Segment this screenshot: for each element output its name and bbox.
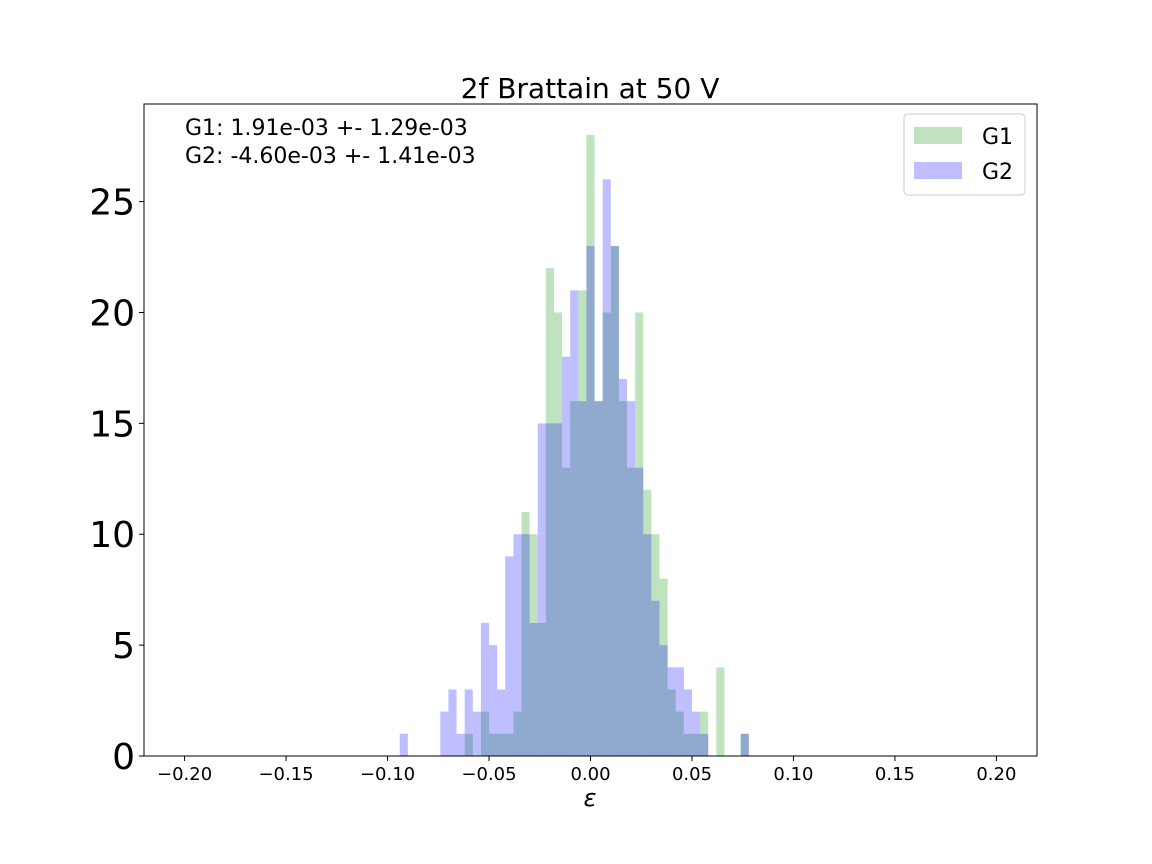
bar-g1-11 — [553, 312, 563, 756]
bar-g1-29 — [700, 711, 709, 756]
bar-g2-25 — [602, 179, 611, 756]
bar-g1-8 — [529, 534, 538, 756]
bar-g1-9 — [537, 622, 546, 756]
y-tick-label: 5 — [112, 626, 135, 667]
bar-g2-14 — [513, 534, 522, 756]
bar-g1-4 — [497, 733, 506, 756]
y-tick-label: 0 — [112, 737, 135, 778]
bar-g2-30 — [643, 534, 652, 756]
bar-g1-5 — [505, 733, 514, 756]
y-tick-label: 15 — [89, 404, 135, 445]
bar-g1-17 — [602, 312, 611, 756]
bar-g1-16 — [594, 401, 603, 756]
bar-g2-12 — [497, 689, 506, 756]
bar-g2-7 — [456, 733, 465, 756]
bar-g1-2 — [480, 711, 490, 756]
bar-g2-34 — [675, 667, 684, 756]
bar-g1-28 — [691, 733, 701, 756]
bar-g1-31 — [716, 667, 725, 756]
bar-g2-16 — [529, 622, 538, 756]
bar-g1-14 — [578, 290, 587, 756]
bar-g2-20 — [562, 356, 571, 756]
bar-g1-0 — [464, 733, 473, 756]
x-tick-label: 0.15 — [875, 764, 915, 785]
annotation-g1: G1: 1.91e-03 +- 1.29e-03 — [185, 116, 468, 141]
bar-g1-7 — [521, 512, 530, 756]
bar-g1-20 — [627, 467, 636, 756]
bar-g2-17 — [537, 423, 546, 756]
annotation-g2: G2: -4.60e-03 +- 1.41e-03 — [185, 144, 476, 169]
y-tick-label: 25 — [89, 183, 135, 224]
bar-g2-22 — [578, 401, 587, 756]
legend-label-g1: G1 — [982, 125, 1013, 150]
chart-title: 2f Brattain at 50 V — [461, 72, 720, 105]
bar-g2-37 — [700, 733, 709, 756]
x-tick-label: −0.10 — [360, 764, 415, 785]
legend-label-g2: G2 — [982, 160, 1013, 185]
bar-g2-9 — [472, 711, 481, 756]
y-tick-label: 20 — [89, 293, 135, 334]
bar-g2-24 — [594, 401, 603, 756]
legend-swatch-g1 — [914, 127, 962, 144]
bar-g2-15 — [521, 534, 530, 756]
bar-g2-11 — [489, 645, 498, 756]
bar-g2-6 — [448, 689, 457, 756]
legend: G1 G2 — [903, 113, 1026, 196]
bar-g1-24 — [659, 578, 668, 756]
bar-g1-21 — [635, 312, 644, 756]
bar-g2-18 — [545, 423, 554, 756]
bar-g1-10 — [545, 268, 554, 756]
x-tick-label: 0.20 — [976, 764, 1016, 785]
bar-g2-10 — [480, 622, 490, 756]
y-axis: 0 5 10 15 20 25 — [89, 183, 144, 778]
bar-g2-28 — [627, 401, 636, 756]
bar-g1-3 — [489, 733, 498, 756]
bar-g2-27 — [618, 378, 628, 756]
x-axis: −0.20 −0.15 −0.10 −0.05 0.00 0.05 0.10 0.15 0.20 — [157, 756, 1016, 785]
bar-g2-19 — [553, 423, 563, 756]
legend-box — [903, 113, 1026, 196]
bar-g2-13 — [505, 556, 514, 756]
bar-g1-6 — [513, 711, 522, 756]
bar-g2-29 — [635, 467, 644, 756]
bar-g2-31 — [651, 600, 660, 756]
bar-g2-5 — [440, 711, 449, 756]
bar-g2-0 — [399, 733, 408, 756]
x-tick-label: −0.20 — [157, 764, 212, 785]
bar-g2-21 — [570, 290, 579, 756]
bar-g1-22 — [643, 489, 652, 756]
bar-g2-8 — [464, 689, 473, 756]
bar-g1-26 — [675, 711, 684, 756]
bar-g1-23 — [651, 534, 660, 756]
bar-g1-15 — [586, 135, 595, 757]
bar-g1-12 — [562, 467, 571, 756]
x-axis-label: ε — [584, 784, 597, 812]
x-tick-label: 0.10 — [773, 764, 813, 785]
x-tick-label: −0.15 — [258, 764, 313, 785]
bar-g2-42 — [740, 733, 749, 756]
bar-g2-36 — [691, 711, 701, 756]
bar-g1-27 — [683, 733, 692, 756]
bar-g1-19 — [618, 401, 628, 756]
bar-g2-26 — [610, 245, 619, 756]
x-tick-label: 0.05 — [672, 764, 712, 785]
legend-swatch-g2 — [914, 162, 962, 179]
histogram-bars — [399, 135, 749, 757]
bar-g1-13 — [570, 401, 579, 756]
bar-g1-18 — [610, 245, 619, 756]
x-tick-label: 0.00 — [570, 764, 610, 785]
bar-g1-25 — [667, 689, 676, 756]
x-tick-label: −0.05 — [461, 764, 516, 785]
y-tick-label: 10 — [89, 515, 135, 556]
bar-g1-34 — [740, 733, 749, 756]
bar-g2-32 — [659, 645, 668, 756]
bar-g2-23 — [586, 245, 595, 756]
bar-g2-33 — [667, 667, 676, 756]
bar-g2-35 — [683, 689, 692, 756]
